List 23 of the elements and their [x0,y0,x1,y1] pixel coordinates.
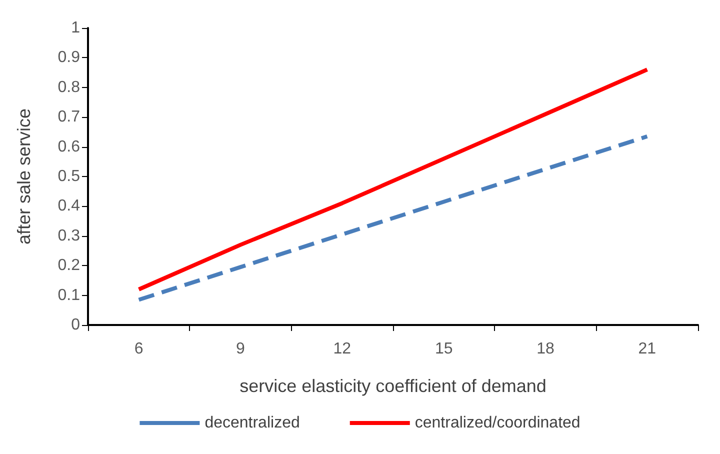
y-tick-label: 0.8 [58,78,80,96]
legend-label: decentralized [204,414,300,432]
y-tick-label: 0.6 [58,138,80,156]
legend-label: centralized/coordinated [414,414,580,432]
line-series [136,134,650,302]
x-tick-label: 9 [236,340,246,358]
x-tick-label: 12 [333,340,352,358]
y-tick-label: 0.5 [58,168,80,185]
line-series [136,68,650,292]
y-tick-label: 0.1 [58,286,80,304]
y-tick-label: 0.7 [58,108,80,126]
y-tick-label: 0 [71,316,80,334]
y-tick-label: 0.3 [58,227,80,244]
x-tick-label: 21 [638,340,656,358]
y-tick-label: 1 [71,20,80,36]
x-axis-title: service elasticity coefficient of demand [240,376,546,396]
y-axis-title: after sale service [14,108,34,245]
x-tick-label: 6 [134,340,144,358]
x-tick-label: 15 [434,340,453,358]
y-tick-label: 0.4 [58,198,80,215]
x-tick-label: 18 [536,340,554,358]
y-tick-label: 0.9 [58,49,80,66]
y-tick-label: 0.2 [58,257,80,274]
